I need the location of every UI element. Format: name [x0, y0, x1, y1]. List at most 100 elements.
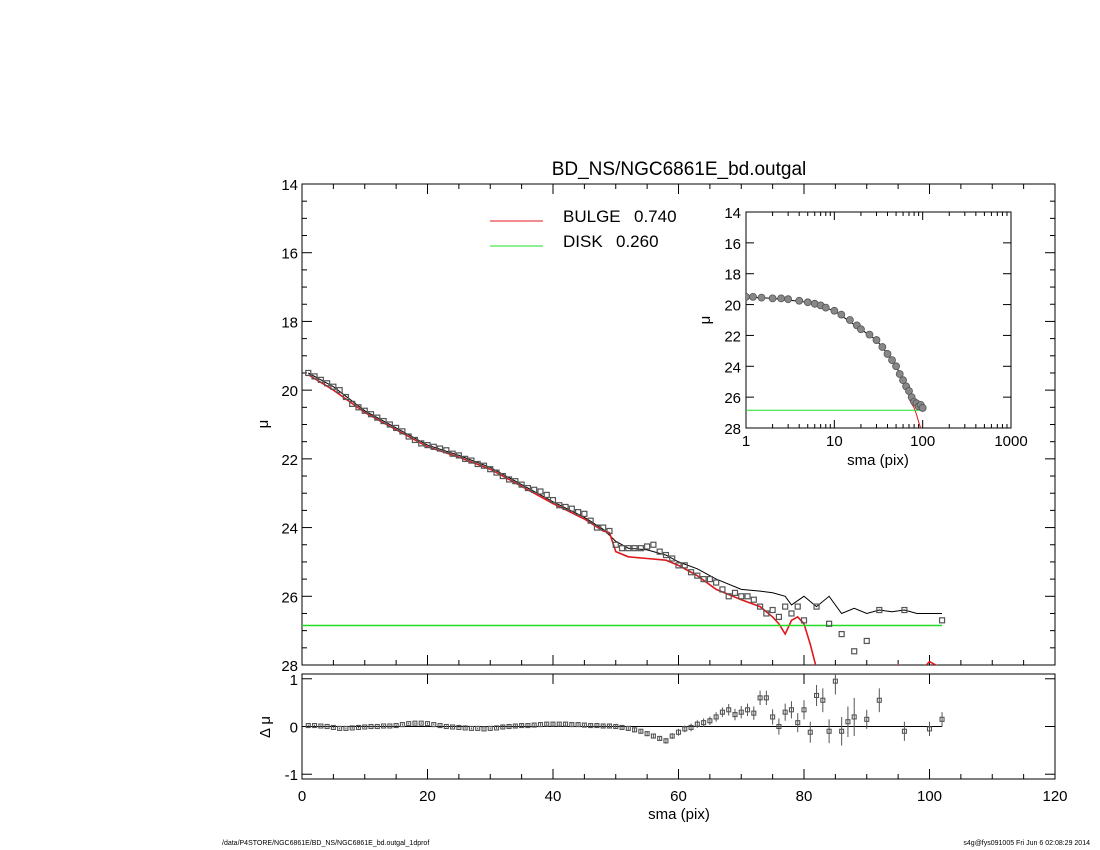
residual-point: [839, 728, 845, 734]
residual-y-axis-label: Δ μ: [257, 716, 274, 738]
observed-point: [650, 541, 657, 548]
observed-point: [487, 466, 494, 473]
observed-point: [681, 562, 688, 569]
residual-point: [594, 722, 600, 729]
residual-point: [782, 709, 788, 715]
residual-point: [650, 733, 656, 739]
observed-point: [612, 541, 619, 548]
main-y-axis-label: μ: [255, 420, 272, 429]
observed-point: [581, 510, 588, 517]
observed-point: [342, 393, 350, 401]
residual-point: [318, 723, 324, 729]
residual-point: [644, 731, 650, 737]
residual-point: [638, 728, 644, 734]
inset-x-tick-label: 10: [826, 433, 843, 450]
observed-point: [763, 610, 770, 617]
residual-point: [876, 697, 882, 703]
inset-observed-point: [784, 295, 793, 304]
inset-observed-point: [857, 325, 865, 334]
residual-point: [349, 725, 355, 731]
residual-point: [926, 726, 933, 732]
residual-point: [337, 725, 343, 731]
observed-point: [474, 460, 481, 468]
observed-point: [813, 603, 820, 610]
residual-point: [845, 719, 851, 725]
inset-observed-point: [883, 350, 892, 358]
observed-point: [851, 648, 858, 655]
residual-point: [562, 721, 569, 727]
residual-point: [519, 722, 525, 729]
inset-y-tick-label: 26: [724, 390, 741, 407]
residual-point: [832, 678, 838, 684]
observed-point: [405, 433, 412, 440]
inset-y-axis-label: μ: [697, 316, 714, 325]
observed-point: [876, 606, 883, 614]
observed-point: [700, 576, 707, 583]
residual-point: [901, 728, 907, 734]
observed-point: [625, 545, 632, 552]
inset-y-tick-label: 18: [724, 267, 741, 284]
observed-point: [305, 369, 312, 377]
observed-point: [361, 407, 368, 414]
residual-point: [864, 716, 870, 722]
residual-point: [456, 724, 462, 731]
observed-point: [744, 593, 751, 600]
main-y-tick-label: 20: [281, 383, 298, 400]
observed-point: [631, 545, 638, 552]
residual-y-tick-label: -1: [285, 767, 298, 784]
observed-point: [393, 424, 400, 432]
observed-point: [311, 373, 318, 380]
residual-point: [826, 728, 832, 734]
observed-point: [568, 505, 575, 512]
observed-point: [524, 484, 532, 492]
observed-point: [355, 404, 362, 411]
observed-point: [455, 452, 462, 459]
residual-point: [726, 707, 732, 713]
legend-disk-name: DISK: [563, 232, 603, 251]
residual-point: [537, 722, 544, 728]
observed-point: [399, 428, 406, 435]
inset-observed-point: [865, 330, 874, 339]
observed-point: [468, 457, 475, 464]
residual-data-points: [302, 674, 945, 746]
residual-y-tick-label: 0: [290, 720, 298, 737]
residual-point: [418, 720, 424, 726]
observed-point: [738, 593, 745, 600]
inset-y-ticks: 14 16 18 20 22 24 26 28: [724, 205, 1011, 438]
residual-point: [939, 716, 945, 722]
residual-point: [613, 723, 619, 730]
residual-point: [362, 724, 368, 730]
footer-timestamp: s4g@fys091005 Fri Jun 6 02:08:29 2014: [963, 840, 1090, 847]
inset-observed-point: [895, 370, 904, 378]
residual-plot-panel: 10-1 0 20 40 60 80 100 120 Δ μ sma (pix): [257, 672, 1068, 823]
residual-point: [424, 721, 431, 727]
observed-point: [901, 606, 908, 614]
residual-point: [531, 722, 537, 728]
observed-point: [518, 481, 525, 488]
residual-point: [632, 727, 638, 733]
observed-point: [443, 447, 450, 454]
residual-point: [443, 723, 449, 730]
observed-point: [374, 414, 381, 421]
observed-point: [694, 572, 701, 579]
inset-observed-point: [872, 336, 881, 344]
residual-point: [807, 729, 813, 735]
inset-y-tick-label: 14: [724, 205, 741, 222]
residual-point: [393, 722, 399, 729]
residual-point: [311, 722, 318, 729]
residual-point: [450, 724, 456, 730]
observed-point: [618, 545, 626, 552]
observed-point: [543, 491, 550, 499]
legend-bulge-name: BULGE: [563, 207, 621, 226]
main-y-tick-label: 14: [281, 177, 298, 194]
residual-x-tick-label: 60: [670, 788, 687, 805]
residual-point: [343, 725, 349, 731]
residual-x-tick-label: 40: [545, 788, 562, 805]
residual-point: [619, 724, 625, 731]
residual-point: [525, 722, 531, 729]
inset-x-ticks: 1 10 100 1000: [742, 212, 1028, 450]
observed-point: [336, 387, 343, 394]
inset-y-tick-label: 16: [724, 236, 741, 253]
residual-point: [719, 709, 725, 715]
